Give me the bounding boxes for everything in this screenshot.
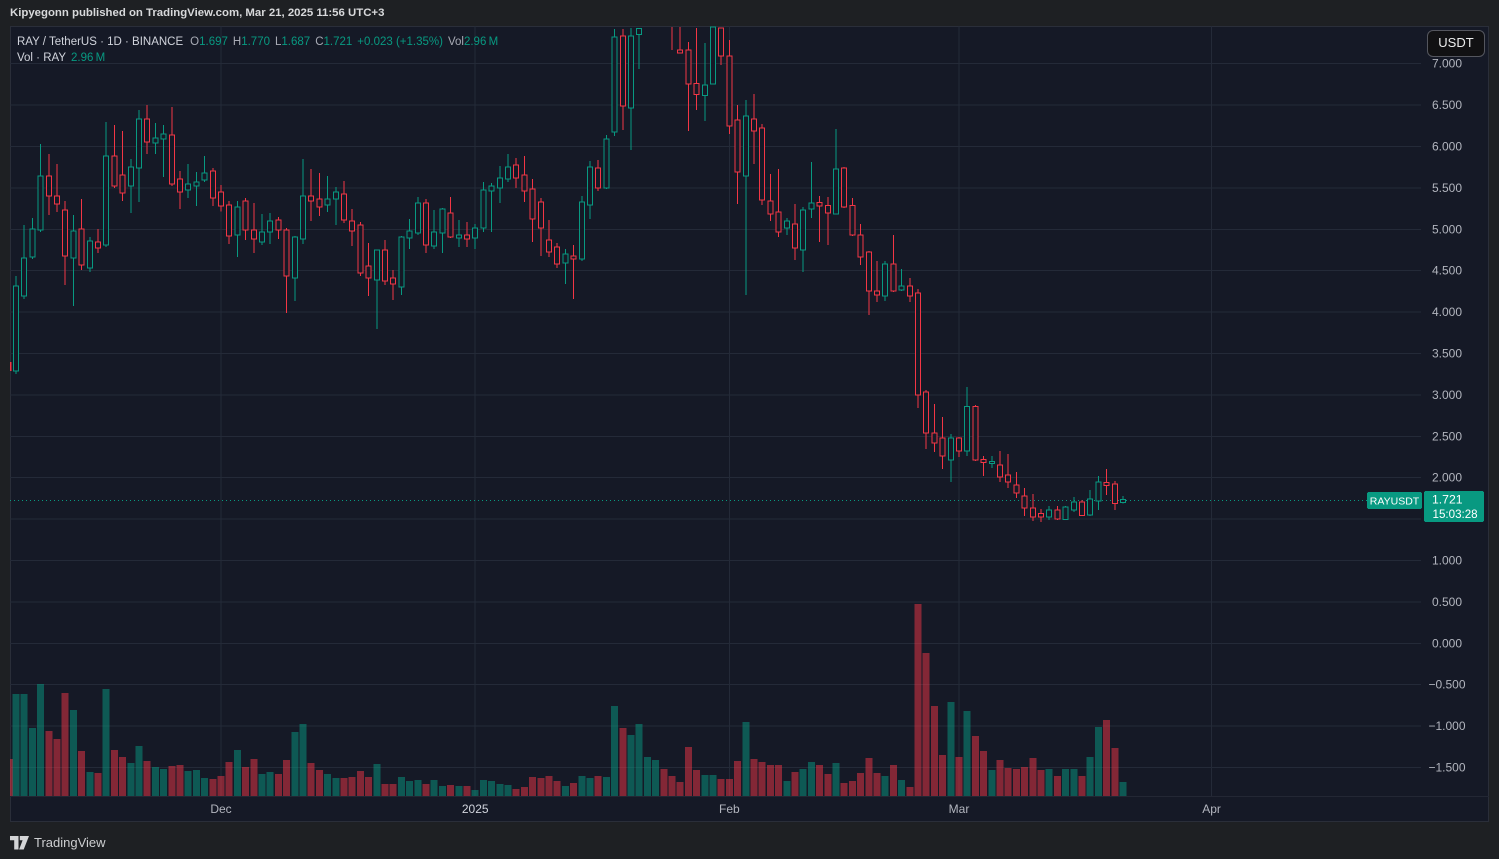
svg-text:5.500: 5.500	[1432, 181, 1462, 195]
svg-text:Dec: Dec	[210, 802, 231, 816]
svg-text:0.000: 0.000	[1432, 636, 1462, 650]
svg-text:−0.500: −0.500	[1428, 678, 1465, 692]
svg-text:−1.500: −1.500	[1428, 761, 1465, 775]
svg-text:2.500: 2.500	[1432, 429, 1462, 443]
svg-text:Mar: Mar	[949, 802, 970, 816]
svg-text:4.000: 4.000	[1432, 305, 1462, 319]
svg-text:3.000: 3.000	[1432, 388, 1462, 402]
svg-text:4.500: 4.500	[1432, 264, 1462, 278]
svg-text:15:03:28: 15:03:28	[1433, 508, 1478, 521]
svg-text:1.000: 1.000	[1432, 554, 1462, 568]
svg-text:7.000: 7.000	[1432, 57, 1462, 71]
svg-text:2025: 2025	[462, 802, 489, 816]
svg-text:5.000: 5.000	[1432, 222, 1462, 236]
svg-text:Feb: Feb	[719, 802, 740, 816]
svg-text:1.721: 1.721	[1432, 493, 1463, 507]
svg-text:RAYUSDT: RAYUSDT	[1370, 496, 1420, 508]
svg-text:Apr: Apr	[1202, 802, 1221, 816]
svg-text:6.000: 6.000	[1432, 140, 1462, 154]
svg-text:6.500: 6.500	[1432, 98, 1462, 112]
svg-text:0.500: 0.500	[1432, 595, 1462, 609]
svg-text:−1.000: −1.000	[1428, 719, 1465, 733]
svg-text:2.000: 2.000	[1432, 471, 1462, 485]
svg-text:3.500: 3.500	[1432, 347, 1462, 361]
